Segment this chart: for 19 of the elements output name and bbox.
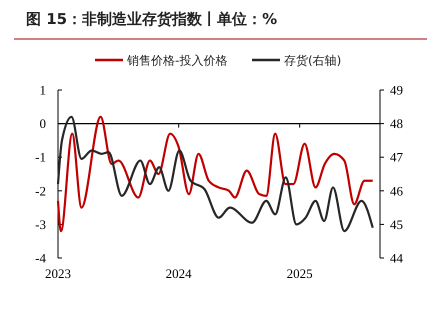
legend-label: 销售价格-投入价格 xyxy=(126,54,228,68)
legend-label: 存货(右轴) xyxy=(284,54,342,68)
y-tick-label: -4 xyxy=(35,250,46,266)
x-tick-label: 2025 xyxy=(286,266,313,281)
y-tick-label: -1 xyxy=(35,150,46,165)
y2-tick-label: 46 xyxy=(390,183,404,198)
y-tick-label: 1 xyxy=(40,82,46,98)
line-series xyxy=(56,116,374,232)
y2-tick-label: 49 xyxy=(390,82,403,98)
y-tick-label: -3 xyxy=(35,216,46,232)
x-tick-label: 2024 xyxy=(166,266,192,281)
y-tick-label: -2 xyxy=(35,183,46,198)
y2-tick-label: 45 xyxy=(390,216,403,232)
y-tick-label: 0 xyxy=(40,116,46,132)
x-tick-label: 2023 xyxy=(45,266,71,281)
y2-tick-label: 48 xyxy=(390,116,403,132)
y2-tick-label: 44 xyxy=(390,250,404,266)
chart-title: 图 15：非制造业存货指数丨单位：% xyxy=(26,10,278,28)
y2-tick-label: 47 xyxy=(390,150,404,165)
